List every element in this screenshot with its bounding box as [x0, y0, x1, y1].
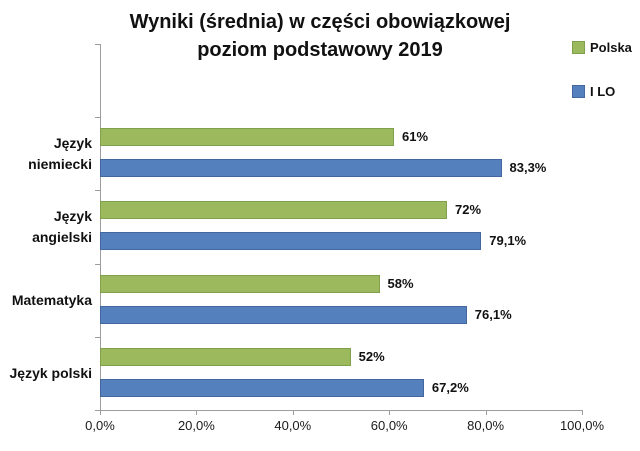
legend-swatch-icon [572, 41, 585, 54]
bar-polska-0 [100, 128, 395, 147]
x-tick-label: 60,0% [370, 418, 408, 433]
y-axis-tick [95, 336, 100, 338]
legend-swatch-icon [572, 85, 585, 98]
bar-value-label: 52% [358, 348, 385, 364]
x-axis-tick [100, 410, 101, 415]
chart-title-line2: poziom podstawowy 2019 [197, 39, 443, 61]
bar-value-label: 83,3% [509, 160, 547, 176]
category-label-line: Język [53, 207, 92, 224]
bar-value-label: 61% [402, 129, 429, 145]
y-axis-line [100, 44, 101, 410]
x-tick-label: 40,0% [274, 418, 312, 433]
chart-title-line1: Wyniki (średnia) w części obowiązkowej [129, 11, 511, 33]
x-tick-label: 100,0% [559, 418, 605, 433]
x-tick-label: 0,0% [85, 418, 115, 433]
x-axis-tick [389, 410, 391, 415]
category-label: Język niemiecki [0, 117, 92, 190]
category-label-line: angielski [32, 228, 92, 245]
category-label: Matematyka [0, 264, 92, 337]
category-label-line: Język polski [9, 364, 93, 381]
x-axis-tick [485, 410, 487, 415]
legend-item-polska: Polska [572, 40, 632, 55]
y-axis-tick [95, 410, 100, 411]
bar-value-label: 67,2% [431, 379, 469, 395]
bar-value-label: 58% [387, 275, 414, 291]
bar-polska-2 [100, 274, 380, 293]
category-label-line: Matematyka [11, 291, 92, 308]
bar-i-lo-1 [100, 232, 482, 251]
bar-value-label: 76,1% [474, 306, 512, 322]
y-axis-tick [95, 263, 100, 265]
chart-title: Wyniki (średnia) w części obowiązkowej p… [50, 8, 590, 64]
x-axis-tick [196, 410, 198, 415]
x-tick-label: 80,0% [467, 418, 505, 433]
x-axis-tick [292, 410, 294, 415]
category-label-line: niemiecki [28, 155, 92, 172]
y-axis-tick [95, 44, 100, 45]
bar-i-lo-3 [100, 378, 424, 397]
bar-i-lo-0 [100, 159, 502, 178]
y-axis-tick [95, 117, 100, 119]
category-label: Język angielski [0, 190, 92, 263]
x-axis-line [100, 410, 583, 411]
legend-label: I LO [590, 84, 616, 99]
x-axis-tick [582, 410, 583, 415]
bar-value-label: 72% [455, 202, 482, 218]
category-label: Język polski [0, 337, 93, 410]
legend-item-i-lo: I LO [572, 84, 615, 99]
y-axis-tick [95, 190, 100, 192]
bar-value-label: 79,1% [489, 233, 527, 249]
bar-i-lo-2 [100, 305, 467, 324]
bar-polska-3 [100, 347, 351, 366]
legend-label: Polska [590, 40, 632, 55]
category-label-line: Język [53, 134, 92, 151]
x-tick-label: 20,0% [177, 418, 215, 433]
bar-polska-1 [100, 201, 448, 220]
